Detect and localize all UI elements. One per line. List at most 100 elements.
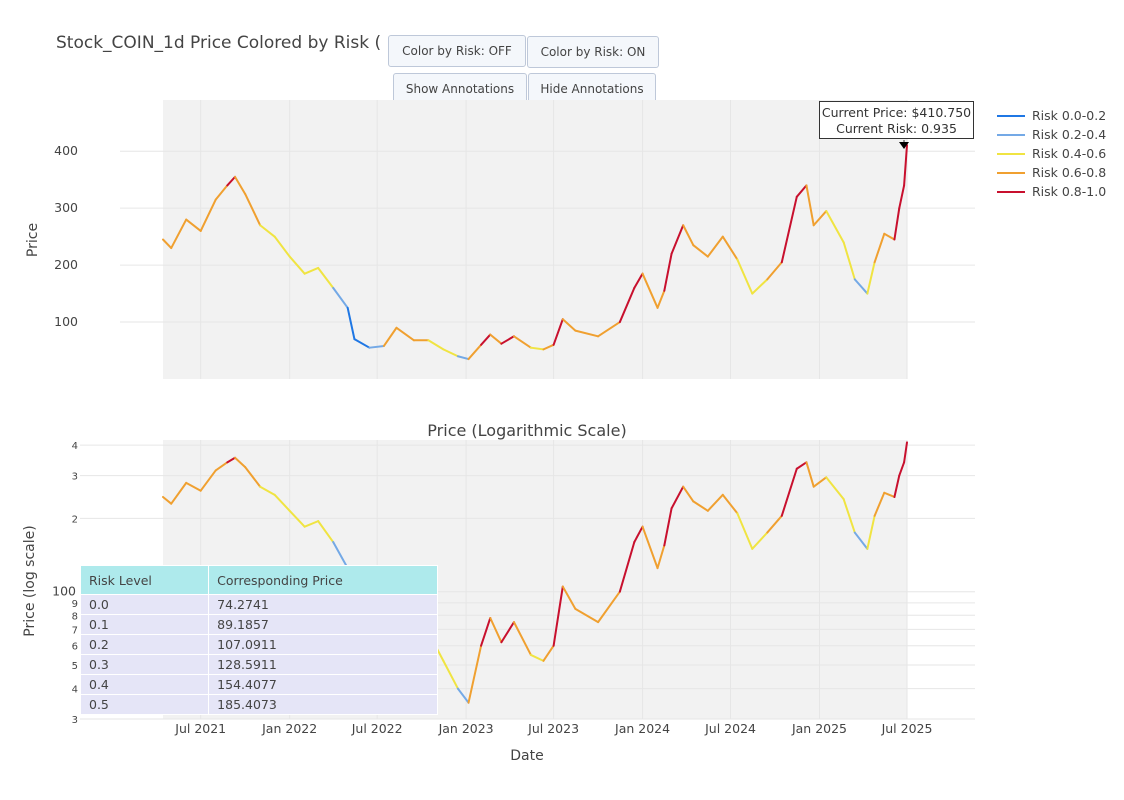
top-price-segment — [812, 210, 828, 227]
top-price-segment — [561, 318, 577, 332]
top-price-segment — [303, 266, 320, 275]
top-price-segment — [456, 355, 470, 361]
bottom-price-segment — [670, 485, 685, 510]
top-price-segment — [893, 207, 901, 241]
price-cell: 74.2741 — [208, 594, 438, 615]
bottom-price-segment — [842, 498, 856, 534]
x-tick-label: Jul 2023 — [527, 721, 579, 736]
top-price-segment — [170, 218, 188, 250]
table-header-row: Risk Level Corresponding Price — [79, 565, 438, 595]
top-price-segment — [214, 184, 229, 201]
bottom-price-segment — [561, 585, 577, 610]
table-row: 0.0 74.2741 — [79, 594, 438, 615]
top-price-series — [162, 144, 908, 361]
top-price-segment — [259, 224, 276, 238]
x-tick-label: Jan 2024 — [614, 721, 670, 736]
legend-swatch — [997, 190, 1025, 193]
top-price-segment — [353, 338, 371, 349]
x-tick-label: Jan 2022 — [261, 721, 317, 736]
bottom-price-segment — [898, 461, 906, 477]
bottom-price-segment — [317, 520, 335, 544]
bottom-y-tick-label: 8 — [72, 611, 78, 622]
top-price-segment — [903, 144, 908, 187]
top-price-segment — [346, 306, 356, 341]
bottom-price-segment — [641, 525, 659, 570]
top-price-segment — [682, 224, 695, 247]
bottom-price-segment — [467, 644, 483, 704]
table-header-risk-level: Risk Level — [79, 565, 210, 595]
top-price-segment — [692, 244, 709, 258]
top-price-segment — [199, 198, 217, 232]
bottom-price-segment — [736, 512, 754, 550]
bottom-price-segment — [456, 687, 470, 704]
top-price-segment — [736, 258, 754, 295]
bottom-price-segment — [618, 541, 636, 593]
bottom-y-tick-label: 5 — [72, 661, 78, 672]
x-tick-label: Jan 2023 — [438, 721, 494, 736]
bottom-subplot-title: Price (Logarithmic Scale) — [427, 421, 626, 440]
bottom-price-segment — [226, 456, 237, 464]
bottom-price-segment — [273, 493, 291, 512]
table-row: 0.4 154.4077 — [79, 674, 438, 695]
top-price-segment — [780, 195, 798, 264]
legend-item[interactable]: Risk 0.6-0.8 — [997, 163, 1106, 182]
risk-level-cell: 0.0 — [79, 594, 210, 615]
current-risk-text: Current Risk: 0.935 — [836, 121, 957, 136]
top-plot-area — [163, 100, 907, 379]
legend-label: Risk 0.2-0.4 — [1032, 127, 1107, 142]
top-price-segment — [427, 339, 445, 351]
bottom-y-axis-label: Price (log scale) — [22, 525, 38, 636]
bottom-price-segment — [214, 461, 229, 472]
bottom-price-segment — [706, 493, 724, 512]
top-y-tick-label: 400 — [54, 143, 78, 158]
color-by-risk-on-button[interactable]: Color by Risk: ON — [527, 36, 659, 68]
color-by-risk-off-button[interactable]: Color by Risk: OFF — [388, 35, 526, 67]
bottom-price-segment — [234, 456, 247, 469]
top-price-segment — [883, 232, 896, 241]
bottom-y-tick-label: 2 — [72, 514, 78, 525]
bottom-price-segment — [244, 466, 262, 488]
top-price-segment — [500, 335, 515, 345]
bottom-price-segment — [162, 495, 173, 505]
top-price-segment — [368, 344, 385, 349]
bottom-y-tick-label: 4 — [72, 441, 78, 452]
bottom-price-segment — [288, 509, 306, 528]
x-tick-label: Jan 2025 — [791, 721, 847, 736]
top-price-segment — [382, 326, 398, 347]
bottom-price-segment — [866, 514, 876, 550]
x-axis-label: Date — [510, 748, 543, 764]
bottom-y-tick-label: 6 — [72, 642, 78, 653]
risk-price-table: Risk Level Corresponding Price 0.0 74.274… — [79, 565, 438, 715]
bottom-y-tick-label: 9 — [72, 599, 78, 610]
top-y-tick-label: 300 — [54, 200, 78, 215]
top-y-tick-label: 200 — [54, 257, 78, 272]
x-tick-label: Jul 2025 — [881, 721, 933, 736]
bottom-price-segment — [170, 481, 188, 505]
bottom-price-segment — [903, 441, 908, 464]
table-row: 0.2 107.0911 — [79, 634, 438, 655]
current-price-annotation: Current Price: $410.750 Current Risk: 0.… — [819, 101, 974, 139]
legend-swatch — [997, 171, 1025, 174]
top-price-segment — [751, 278, 769, 295]
gridlines — [80, 100, 975, 720]
hide-annotations-button[interactable]: Hide Annotations — [528, 73, 656, 105]
bottom-price-segment — [442, 659, 459, 690]
bottom-y-tick-label: 100 — [52, 584, 76, 599]
legend-item[interactable]: Risk 0.4-0.6 — [997, 144, 1106, 163]
legend-item[interactable]: Risk 0.8-1.0 — [997, 182, 1106, 201]
top-price-segment — [162, 238, 173, 250]
bottom-price-segment — [656, 544, 666, 570]
legend-item[interactable]: Risk 0.2-0.4 — [997, 125, 1106, 144]
bottom-price-segment — [893, 474, 901, 498]
legend-item[interactable]: Risk 0.0-0.2 — [997, 106, 1106, 125]
bottom-price-segment — [512, 621, 532, 656]
bottom-price-segment — [682, 485, 695, 503]
bottom-price-segment — [751, 531, 769, 550]
bottom-price-segment — [825, 476, 845, 501]
top-price-segment — [670, 224, 685, 255]
top-price-segment — [795, 184, 808, 198]
bottom-price-segment — [780, 467, 798, 517]
top-price-segment — [542, 343, 555, 351]
risk-level-cell: 0.4 — [79, 674, 210, 695]
top-price-segment — [706, 235, 724, 258]
